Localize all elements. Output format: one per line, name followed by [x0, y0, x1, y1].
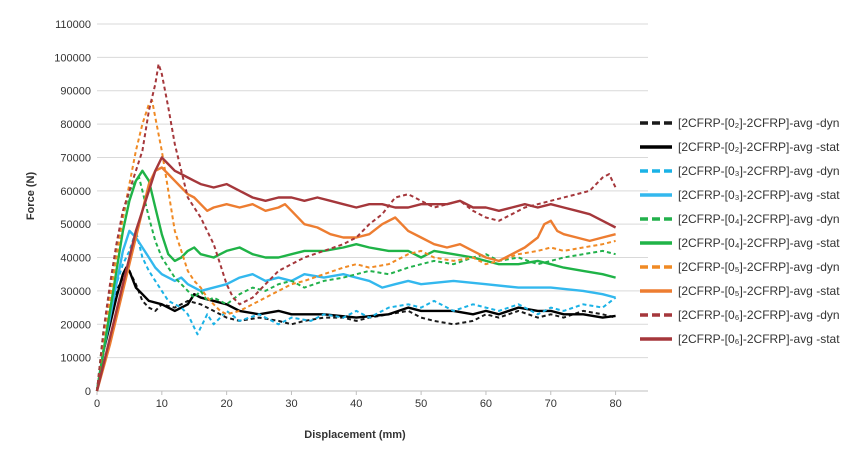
y-tick-label: 90000 — [60, 86, 91, 98]
series-line-6 — [95, 169, 616, 392]
series-line-4 — [95, 229, 616, 392]
legend-label: [2CFRP-[0₅]-2CFRP]-avg -stat — [678, 284, 840, 298]
gridlines — [97, 23, 648, 392]
x-tick-label: 30 — [285, 398, 297, 410]
x-tick-label: 80 — [609, 398, 621, 410]
series-lines — [95, 63, 617, 392]
legend-label: [2CFRP-[0₄]-2CFRP]-avg -stat — [678, 236, 840, 250]
legend-label: [2CFRP-[0₄]-2CFRP]-avg -dyn — [678, 212, 840, 226]
series-line-5 — [96, 176, 616, 392]
legend-label: [2CFRP-[0₂]-2CFRP]-avg -dyn — [678, 116, 839, 130]
x-tick-label: 10 — [156, 398, 168, 410]
axes: 0 10000 20000 30000 40000 50000 60000 70000 8000… — [54, 19, 648, 410]
legend-label: [2CFRP-[0₂]-2CFRP]-avg -stat — [678, 140, 840, 154]
y-tick-label: 80000 — [60, 119, 91, 131]
y-tick-label: 70000 — [60, 152, 91, 164]
x-tick-label: 0 — [94, 398, 100, 410]
x-tick-label: 50 — [415, 398, 427, 410]
x-tick-label: 60 — [480, 398, 492, 410]
legend: [2CFRP-[0₂]-2CFRP]-avg -dyn [2CFRP-[0₂]-2… — [640, 116, 840, 346]
y-tick-label: 40000 — [60, 253, 91, 265]
y-tick-label: 30000 — [60, 286, 91, 298]
y-tick-label: 0 — [85, 386, 91, 398]
legend-label: [2CFRP-[0₆]-2CFRP]-avg -dyn — [678, 308, 840, 322]
y-tick-label: 110000 — [55, 19, 91, 31]
legend-label: [2CFRP-[0₆]-2CFRP]-avg -stat — [678, 332, 840, 346]
y-tick-label: 10000 — [60, 353, 91, 365]
x-tick-label: 20 — [221, 398, 233, 410]
x-tick-label: 70 — [545, 398, 557, 410]
legend-label: [2CFRP-[0₃]-2CFRP]-avg -dyn — [678, 164, 840, 178]
series-line-8 — [95, 166, 616, 392]
series-line-10 — [95, 156, 617, 392]
x-tick-label: 40 — [350, 398, 362, 410]
series-line-3 — [96, 229, 617, 392]
y-tick-label: 100000 — [54, 52, 91, 64]
x-axis-title: Displacement (mm) — [304, 429, 406, 441]
y-tick-label: 60000 — [60, 186, 91, 198]
y-axis-title: Force (N) — [25, 172, 37, 221]
series-line-9 — [96, 63, 617, 392]
y-tick-label: 20000 — [60, 319, 91, 331]
legend-label: [2CFRP-[0₃]-2CFRP]-avg -stat — [678, 188, 840, 202]
legend-label: [2CFRP-[0₅]-2CFRP]-avg -dyn — [678, 260, 840, 274]
y-tick-label: 50000 — [60, 219, 91, 231]
